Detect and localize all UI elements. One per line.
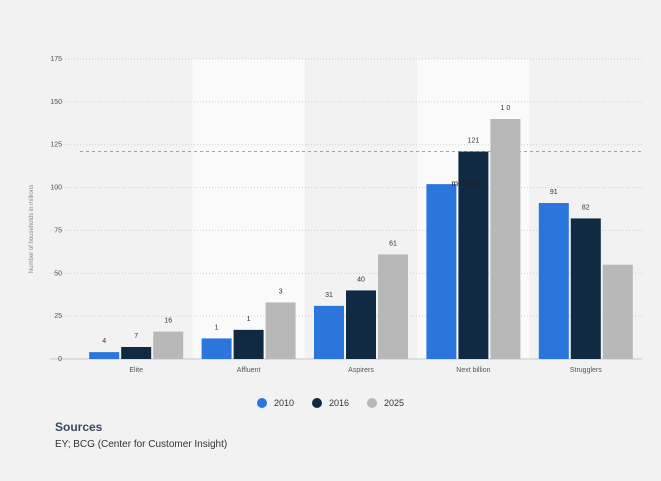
data-label: 4 [102, 338, 106, 345]
bar-2025-elite[interactable] [153, 331, 184, 359]
legend-label: 2025 [384, 398, 405, 408]
legend-label: 2016 [328, 398, 350, 408]
x-axis-ticks: Elite Affluent Aspirers Next billion Struggl… [129, 367, 602, 374]
y-tick-label: 175 [50, 56, 62, 63]
data-label: 40 [357, 276, 365, 283]
legend-swatch-icon [256, 398, 267, 408]
data-label: 31 [325, 292, 333, 299]
bar-2010-aspirers[interactable] [314, 305, 344, 359]
bar-2016-aspirers[interactable] [346, 290, 376, 359]
bar-2010-next-billion[interactable] [426, 184, 457, 359]
data-label: 7 [134, 333, 138, 340]
data-label: 1 0 [501, 105, 511, 112]
y-axis-ticks: 0 25 50 75 100 125 150 175 [50, 56, 62, 363]
y-tick-label: 150 [50, 99, 62, 106]
sources-title: Sources [55, 420, 103, 434]
x-tick-label: Elite [129, 367, 143, 374]
data-label: 3 [279, 288, 283, 295]
x-tick-label: Next billion [456, 367, 490, 374]
bar-2016-affluent[interactable] [233, 329, 264, 359]
bar-2025-aspirers[interactable] [378, 254, 408, 359]
y-tick-label: 25 [54, 313, 62, 320]
legend-item-2025[interactable]: 2025 [367, 398, 404, 408]
sources-text: EY; BCG (Center for Customer Insight) [55, 439, 228, 450]
y-tick-label: 125 [50, 142, 62, 149]
legend-item-2016[interactable]: 2016 [311, 398, 350, 408]
bar-2010-affluent[interactable] [201, 338, 232, 359]
y-tick-label: 75 [54, 227, 62, 234]
data-label: 91 [550, 189, 558, 196]
legend: 2010 2016 2025 [0, 398, 661, 408]
y-tick-label: 50 [54, 270, 62, 277]
legend-item-2010[interactable]: 2010 [256, 398, 294, 408]
bar-2025-strugglers[interactable] [602, 264, 633, 359]
bar-2025-next-billion[interactable] [490, 119, 521, 359]
bar-2016-elite[interactable] [121, 347, 152, 359]
legend-swatch-icon [367, 398, 378, 408]
data-label: 121 [468, 138, 480, 145]
legend-swatch-icon [311, 398, 322, 408]
data-label: 1 [247, 316, 251, 323]
y-axis-label: Number of households in millions [29, 185, 35, 273]
x-tick-label: Aspirers [348, 367, 374, 374]
data-label: 82 [582, 204, 590, 211]
bar-2016-next-billion[interactable] [458, 151, 489, 359]
x-tick-label: Affluent [237, 367, 261, 374]
chart-annotation: metadata [451, 179, 485, 188]
y-tick-label: 100 [50, 185, 62, 192]
bar-2025-affluent[interactable] [265, 302, 296, 359]
bar-2016-strugglers[interactable] [570, 218, 601, 359]
data-label: 1 [215, 324, 219, 331]
data-labels: 4 7 16 1 1 3 31 40 61 121 1 0 91 82 [102, 105, 590, 345]
bar-2010-strugglers[interactable] [538, 203, 569, 359]
bar-2010-elite[interactable] [89, 352, 120, 359]
legend-label: 2010 [273, 398, 294, 408]
y-tick-label: 0 [58, 356, 62, 363]
data-label: 16 [164, 318, 172, 325]
x-tick-label: Strugglers [570, 367, 602, 374]
bars [89, 119, 633, 359]
data-label: 61 [389, 240, 397, 247]
sources: Sources EY; BCG (Center for Customer Ins… [55, 420, 227, 450]
